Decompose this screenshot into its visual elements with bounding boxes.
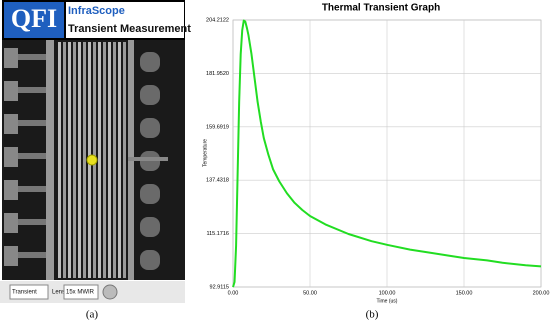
y-tick-label: 181.9520 bbox=[206, 71, 229, 77]
pad bbox=[140, 250, 160, 270]
y-tick-label: 92.9115 bbox=[210, 284, 229, 290]
x-axis-label: Time (us) bbox=[377, 298, 398, 304]
chart-title: Thermal Transient Graph bbox=[322, 3, 440, 14]
comb bbox=[118, 42, 121, 278]
mode-select: Transient bbox=[12, 290, 37, 296]
y-tick-label: 204.2122 bbox=[206, 17, 229, 23]
pad bbox=[140, 184, 160, 204]
mode-dropdown[interactable] bbox=[9, 284, 49, 300]
title-box bbox=[66, 2, 184, 38]
caption: (a) bbox=[86, 309, 99, 321]
pad bbox=[140, 217, 160, 237]
x-tick-label: 150.00 bbox=[456, 290, 473, 296]
probe-marker bbox=[86, 154, 98, 166]
pad bbox=[140, 118, 160, 138]
comb bbox=[108, 42, 111, 278]
trace bbox=[18, 120, 48, 126]
trace bbox=[18, 54, 48, 60]
lens-label: Lens bbox=[52, 290, 65, 296]
comb bbox=[98, 42, 101, 278]
pad bbox=[4, 81, 18, 101]
caption: (b) bbox=[366, 309, 379, 321]
x-tick-label: 50.00 bbox=[303, 290, 317, 296]
lens-select: 15x MWIR bbox=[66, 290, 95, 296]
x-tick-label: 200.00 bbox=[533, 290, 550, 296]
bus bbox=[46, 40, 54, 280]
pad bbox=[140, 85, 160, 105]
pad bbox=[4, 180, 18, 200]
trace bbox=[18, 87, 48, 93]
comb bbox=[83, 42, 86, 278]
y-tick-label: 137.4318 bbox=[206, 178, 229, 184]
lens-dropdown[interactable] bbox=[63, 284, 99, 300]
logo: QFI bbox=[11, 4, 57, 33]
comb bbox=[123, 42, 126, 278]
logo-box bbox=[4, 2, 64, 38]
round-button[interactable] bbox=[102, 284, 118, 300]
product-name: InfraScope bbox=[68, 5, 125, 17]
pad bbox=[4, 147, 18, 167]
comb bbox=[58, 42, 61, 278]
x-tick-label: 0.00 bbox=[228, 290, 239, 296]
y-tick-label: 115.1716 bbox=[206, 231, 229, 237]
y-axis-label: Temperature bbox=[202, 139, 208, 167]
pad bbox=[4, 213, 18, 233]
y-tick-label: 159.6919 bbox=[206, 124, 229, 130]
comb bbox=[63, 42, 66, 278]
comb bbox=[73, 42, 76, 278]
thermal-image bbox=[2, 40, 185, 280]
mode-title: Transient Measurement bbox=[68, 23, 191, 35]
trace bbox=[18, 153, 48, 159]
pad bbox=[4, 48, 18, 68]
trace bbox=[128, 157, 168, 161]
trace bbox=[18, 219, 48, 225]
comb bbox=[68, 42, 71, 278]
trace bbox=[18, 186, 48, 192]
trace bbox=[18, 252, 48, 258]
comb bbox=[103, 42, 106, 278]
pad bbox=[4, 246, 18, 266]
x-tick-label: 100.00 bbox=[379, 290, 396, 296]
pad bbox=[140, 52, 160, 72]
data-line bbox=[232, 19, 542, 288]
comb bbox=[78, 42, 81, 278]
comb bbox=[113, 42, 116, 278]
pad bbox=[4, 114, 18, 134]
